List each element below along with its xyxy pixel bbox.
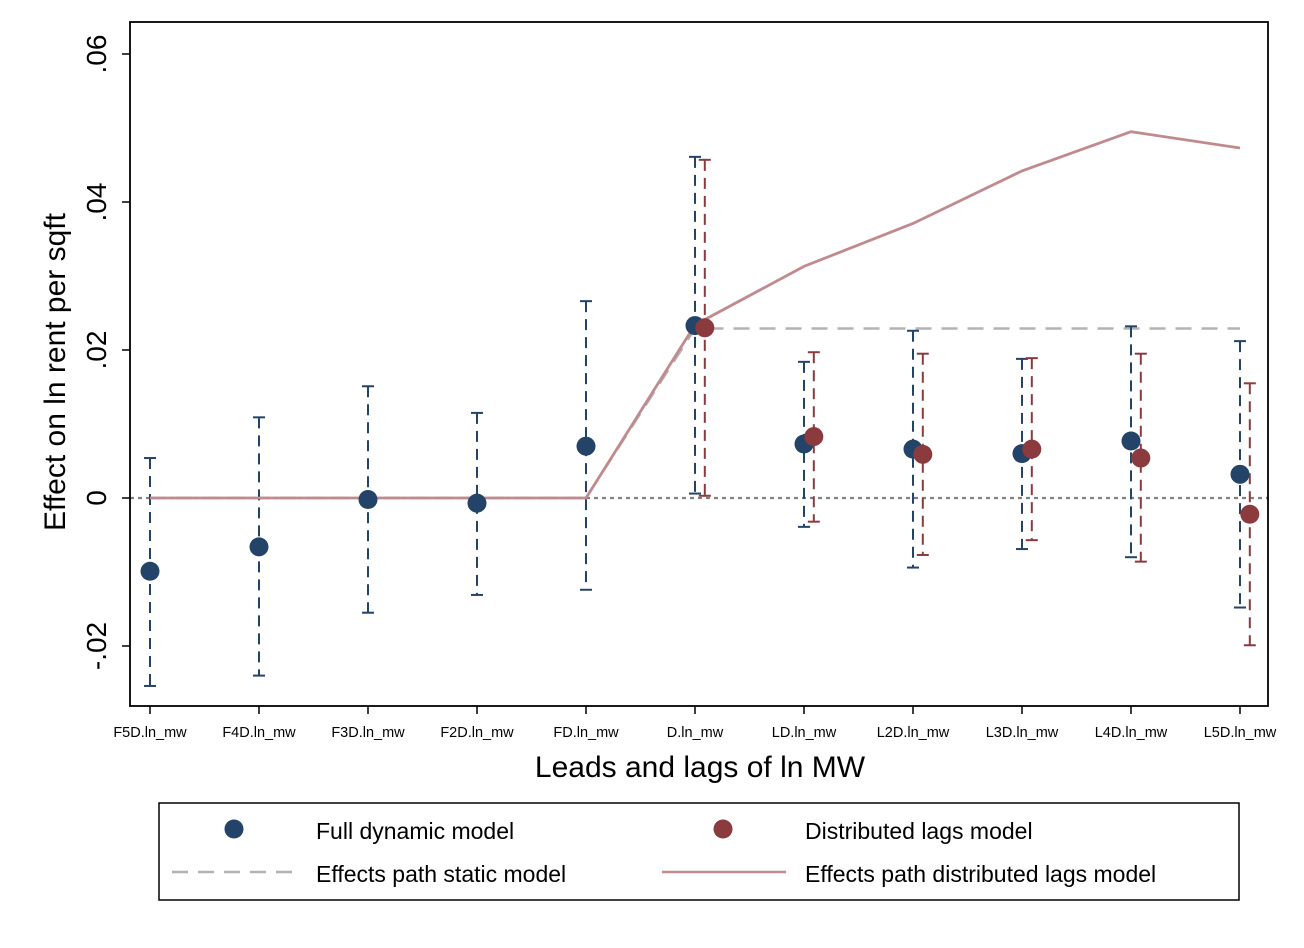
- y-tick-label: -.02: [81, 622, 112, 670]
- legend-label-distributed-lags: Distributed lags model: [805, 818, 1033, 844]
- x-tick-label: L4D.ln_mw: [1095, 725, 1168, 741]
- distributed-lags-point: [1022, 439, 1042, 459]
- distributed-lags-point: [913, 444, 933, 464]
- x-tick-label: D.ln_mw: [667, 725, 724, 741]
- y-axis-title: Effect on ln rent per sqft: [39, 212, 72, 531]
- distributed-lags-point: [1131, 448, 1151, 468]
- x-axis-title: Leads and lags of ln MW: [535, 751, 866, 784]
- full-dynamic-point: [467, 493, 487, 513]
- legend-label-full-dynamic: Full dynamic model: [316, 818, 514, 844]
- distributed-lags-point: [1240, 504, 1260, 524]
- full-dynamic-point: [1230, 464, 1250, 484]
- x-tick-label: F3D.ln_mw: [331, 725, 405, 741]
- full-dynamic-point: [576, 436, 596, 456]
- legend: Full dynamic model Distributed lags mode…: [158, 802, 1240, 901]
- y-tick-label: .04: [81, 183, 112, 222]
- x-tick-label: L5D.ln_mw: [1204, 725, 1277, 741]
- y-tick-label: 0: [81, 490, 112, 506]
- plot-area: [130, 130, 1268, 687]
- x-tick-label: L3D.ln_mw: [986, 725, 1059, 741]
- legend-label-dl-path: Effects path distributed lags model: [805, 861, 1156, 887]
- y-tick-label: .02: [81, 331, 112, 370]
- legend-label-static-path: Effects path static model: [316, 861, 566, 887]
- legend-marker-distributed-lags: [713, 819, 733, 839]
- full-dynamic-point: [358, 489, 378, 509]
- axes: -.02 0 .02 .04 .06 F5D.ln_mw F4D.ln_mw F3D.ln_m…: [81, 21, 1277, 741]
- legend-marker-full-dynamic: [224, 819, 244, 839]
- distributed-lags-point: [804, 427, 824, 447]
- x-tick-label: F4D.ln_mw: [222, 725, 296, 741]
- full-dynamic-point: [1121, 431, 1141, 451]
- y-tick-label: .06: [81, 35, 112, 74]
- distributed-lags-point: [695, 318, 715, 338]
- full-dynamic-point: [140, 561, 160, 581]
- x-tick-label: F2D.ln_mw: [440, 725, 514, 741]
- plot-frame: [129, 21, 1269, 707]
- full-dynamic-point: [249, 537, 269, 557]
- legend-frame: [158, 802, 1240, 901]
- x-tick-label: LD.ln_mw: [772, 725, 837, 741]
- x-tick-label: L2D.ln_mw: [877, 725, 950, 741]
- x-tick-label: FD.ln_mw: [553, 725, 619, 741]
- x-tick-label: F5D.ln_mw: [113, 725, 187, 741]
